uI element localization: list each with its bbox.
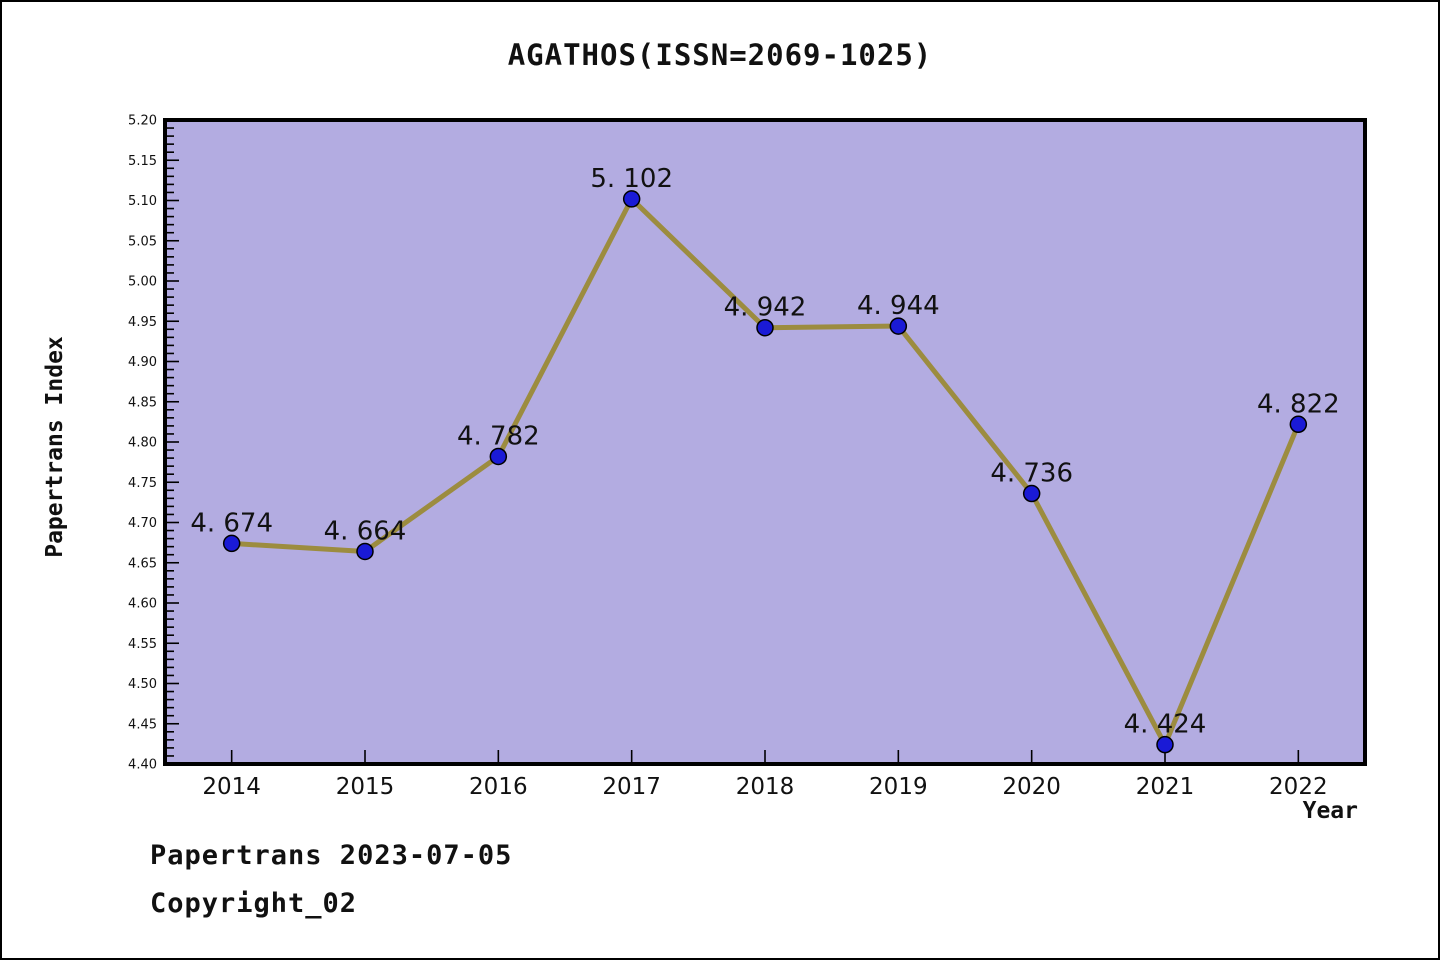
footer-source-date: Papertrans 2023-07-05 xyxy=(150,840,513,871)
x-tick-label: 2017 xyxy=(602,774,661,800)
data-point-label: 4. 944 xyxy=(857,291,940,321)
data-point-label: 4. 822 xyxy=(1257,389,1340,419)
x-tick-label: 2021 xyxy=(1136,774,1195,800)
data-point-label: 4. 424 xyxy=(1124,710,1207,740)
x-tick-label: 2015 xyxy=(336,774,395,800)
y-tick-label: 5.15 xyxy=(128,154,157,169)
y-tick-label: 5.05 xyxy=(128,234,157,249)
y-tick-label: 5.00 xyxy=(128,275,157,290)
data-point-marker xyxy=(222,534,241,553)
y-tick-label: 4.45 xyxy=(128,717,157,732)
data-point-marker xyxy=(1156,735,1174,754)
y-tick-label: 4.75 xyxy=(128,476,157,491)
data-point-label: 4. 942 xyxy=(724,293,807,323)
chart-title: AGATHOS(ISSN=2069-1025) xyxy=(507,38,933,72)
data-point-marker xyxy=(622,190,641,208)
y-tick-label: 4.60 xyxy=(128,597,157,612)
data-point-marker xyxy=(489,447,508,466)
y-tick-label: 5.10 xyxy=(128,194,157,209)
y-tick-label: 4.85 xyxy=(128,395,157,410)
data-point-marker xyxy=(756,318,774,337)
y-tick-label: 4.55 xyxy=(128,637,157,652)
x-axis-title: Year xyxy=(1302,798,1358,824)
data-point-label: 5. 102 xyxy=(590,164,673,194)
x-tick-label: 2022 xyxy=(1269,774,1328,800)
y-tick-label: 4.65 xyxy=(128,556,157,571)
y-tick-label: 4.40 xyxy=(128,758,157,773)
y-tick-label: 4.80 xyxy=(128,436,157,451)
footer-copyright: Copyright_02 xyxy=(150,888,358,919)
data-point-label: 4. 674 xyxy=(190,508,273,538)
y-tick-label: 4.90 xyxy=(128,355,157,370)
y-tick-label: 5.20 xyxy=(128,114,157,129)
data-point-marker xyxy=(889,317,908,335)
x-tick-label: 2020 xyxy=(1002,774,1061,800)
x-tick-label: 2016 xyxy=(469,774,528,800)
plot-area xyxy=(163,118,1367,766)
y-tick-label: 4.50 xyxy=(128,677,157,692)
data-point-marker xyxy=(1022,484,1041,503)
data-point-label: 4. 782 xyxy=(457,421,540,451)
data-point-marker xyxy=(1289,415,1308,434)
data-point-label: 4. 664 xyxy=(324,516,407,546)
x-tick-label: 2018 xyxy=(736,774,795,800)
y-tick-label: 4.95 xyxy=(128,315,157,330)
x-tick-label: 2014 xyxy=(202,774,261,800)
data-point-marker xyxy=(356,542,374,561)
x-tick-label: 2019 xyxy=(869,774,928,800)
y-tick-label: 4.70 xyxy=(128,516,157,531)
data-point-label: 4. 736 xyxy=(990,459,1073,489)
